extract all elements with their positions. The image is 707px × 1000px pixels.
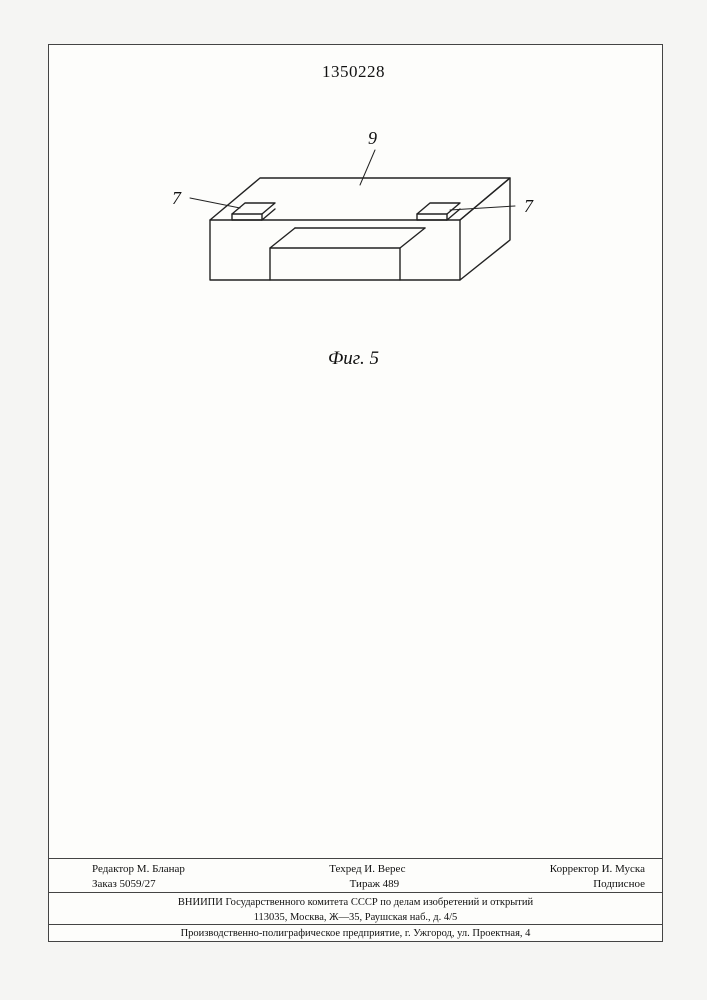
figure-drawing [150,140,550,370]
publisher-block: ВНИИПИ Государственного комитета СССР по… [48,896,663,925]
figure-label-7-right: 7 [524,196,533,217]
figure-caption: Фиг. 5 [0,348,707,370]
subscription: Подписное [593,877,645,892]
printer-line: Производственно-полиграфическое предприя… [48,927,663,942]
separator-rule-3 [48,924,663,925]
document-number: 1350228 [0,62,707,82]
publisher-line-1: ВНИИПИ Государственного комитета СССР по… [48,896,663,911]
tech-editor-credit: Техред И. Верес [329,862,405,877]
figure-5 [150,140,550,370]
editor-credit: Редактор М. Бланар [92,862,185,877]
order-number: Заказ 5059/27 [92,877,156,892]
corrector-credit: Корректор И. Муска [550,862,645,877]
printer-block: Производственно-полиграфическое предприя… [48,927,663,942]
credits-block: Редактор М. Бланар Техред И. Верес Корре… [48,862,663,893]
figure-label-7-left: 7 [172,188,181,209]
credits-row-1: Редактор М. Бланар Техред И. Верес Корре… [48,862,663,877]
circulation: Тираж 489 [350,877,400,892]
separator-rule-2 [48,892,663,893]
credits-row-2: Заказ 5059/27 Тираж 489 Подписное [48,877,663,892]
patent-page: 1350228 [0,0,707,1000]
separator-rule-1 [48,858,663,859]
figure-label-9: 9 [368,128,377,149]
